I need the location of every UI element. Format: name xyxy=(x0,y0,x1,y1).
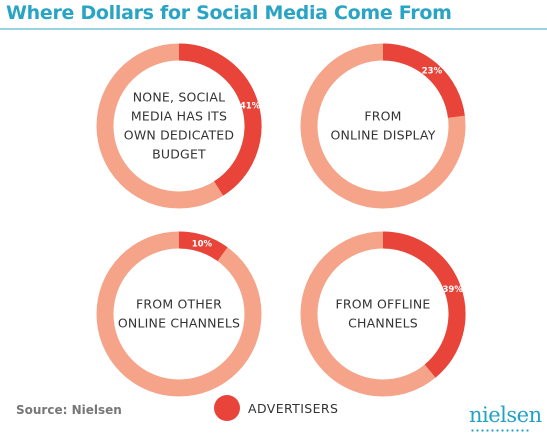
donut-value-arc xyxy=(382,231,466,378)
donut-chart-4: 39% FROM OFFLINE CHANNELS xyxy=(300,231,466,397)
logo-dots xyxy=(470,429,530,432)
donut-category-label: FROM OFFLINE xyxy=(336,297,431,312)
donut-category-label: ONLINE DISPLAY xyxy=(330,128,435,143)
donut-chart-1: 41% NONE, SOCIAL MEDIA HAS ITS OWN DEDICATE… xyxy=(96,43,262,209)
donut-value-label: 23% xyxy=(422,66,443,76)
donut-remainder-ring xyxy=(96,231,262,397)
donut-category-label: ONLINE CHANNELS xyxy=(118,316,240,331)
donut-category-label: FROM xyxy=(364,109,401,124)
page-title: Where Dollars for Social Media Come From xyxy=(6,2,452,24)
donut-category-label: MEDIA HAS ITS xyxy=(131,109,227,124)
donut-category-label: FROM OTHER xyxy=(136,297,222,312)
legend: ADVERTISERS xyxy=(214,395,338,421)
donut-value-label: 39% xyxy=(442,285,463,295)
donut-value-label: 41% xyxy=(240,101,261,111)
donut-category-label: OWN DEDICATED xyxy=(124,128,234,143)
donut-category-label: BUDGET xyxy=(152,147,206,162)
donut-category-label: NONE, SOCIAL xyxy=(133,90,226,105)
source-note: Source: Nielsen xyxy=(16,403,122,417)
nielsen-logo: nielsen xyxy=(469,403,542,427)
donut-value-arc xyxy=(178,43,262,196)
legend-label: ADVERTISERS xyxy=(248,400,339,416)
donut-value-label: 10% xyxy=(192,240,213,250)
legend-swatch xyxy=(214,395,240,421)
donut-value-arc xyxy=(382,43,465,119)
donut-chart-2: 23% FROM ONLINE DISPLAY xyxy=(300,43,466,209)
donut-category-label: CHANNELS xyxy=(348,316,418,331)
title-divider xyxy=(0,28,547,30)
donut-chart-3: 10% FROM OTHER ONLINE CHANNELS xyxy=(96,231,262,397)
donut-value-arc xyxy=(178,231,228,262)
